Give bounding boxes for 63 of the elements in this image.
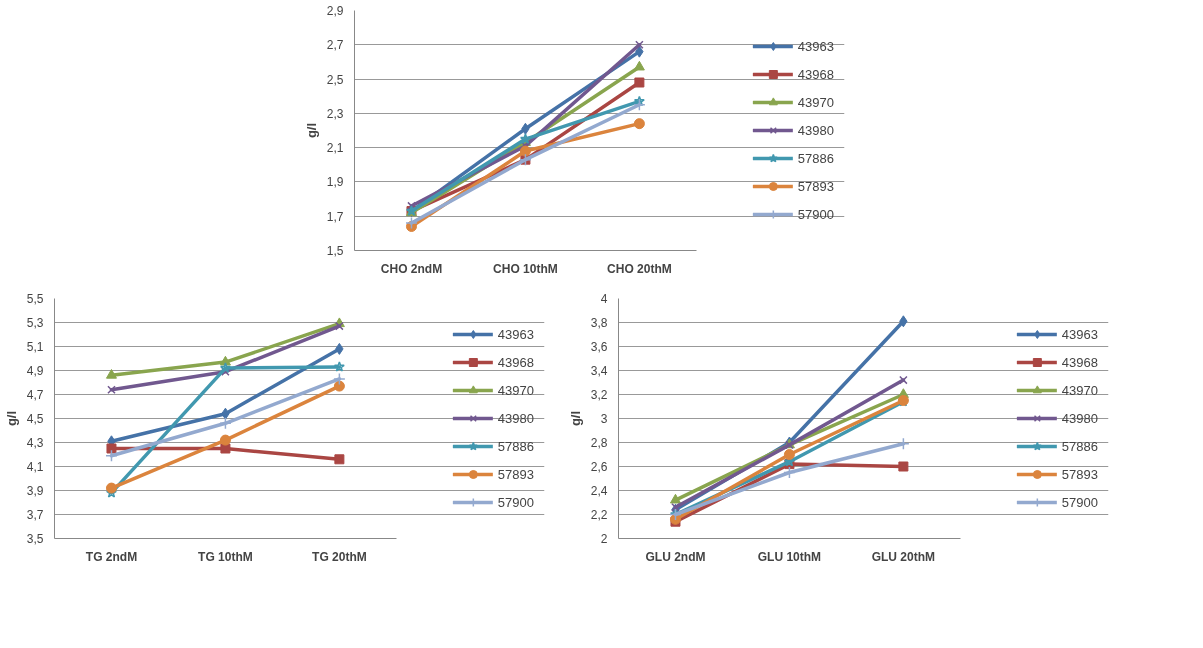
- y-tick-label: 3,2: [590, 388, 608, 402]
- y-tick-label: 3,7: [26, 508, 44, 522]
- x-tick-label: TG 20thM: [312, 549, 367, 564]
- y-tick-label: 1,7: [326, 209, 344, 224]
- y-tick-label: 4,3: [26, 436, 44, 450]
- y-tick-label: 4,1: [26, 460, 44, 474]
- legend-label: 57900: [1061, 494, 1098, 510]
- y-tick-label: 2: [600, 532, 608, 546]
- y-tick-label: 2,8: [590, 436, 608, 450]
- legend-label: 43980: [497, 410, 534, 426]
- y-tick-label: 2,6: [590, 460, 608, 474]
- y-tick-label: 3: [600, 412, 608, 426]
- y-tick-label: 5,5: [26, 292, 44, 306]
- legend-label: 43970: [797, 94, 834, 110]
- y-tick-label: 2,5: [326, 72, 344, 87]
- y-tick-label: 2,1: [326, 141, 344, 156]
- legend-label: 43980: [797, 122, 834, 138]
- y-tick-label: 1,5: [326, 244, 344, 258]
- legend-label: 43980: [1061, 410, 1098, 426]
- y-tick-label: 2,4: [590, 484, 608, 498]
- legend-label: 43963: [497, 326, 534, 342]
- x-tick-label: GLU 20thM: [871, 549, 936, 564]
- legend-label: 57893: [1061, 466, 1098, 482]
- x-tick-label: TG 2ndM: [85, 549, 138, 564]
- legend-label: 57886: [497, 438, 534, 454]
- y-tick-label: 4,9: [26, 364, 44, 378]
- legend-label: 57886: [1061, 438, 1098, 454]
- legend-label: 57900: [797, 206, 834, 222]
- x-tick-label: CHO 10thM: [493, 261, 558, 276]
- legend-label: 57893: [497, 466, 534, 482]
- legend-label: 43963: [1061, 326, 1098, 342]
- y-tick-label: 3,4: [590, 364, 608, 378]
- legend-label: 43970: [1061, 382, 1098, 398]
- y-tick-label: 2,7: [326, 38, 344, 53]
- y-tick-label: 3,8: [590, 316, 608, 330]
- y-tick-label: 3,6: [590, 340, 608, 354]
- y-tick-label: 4: [600, 292, 608, 306]
- y-axis-title: g/l: [3, 410, 19, 427]
- x-tick-label: CHO 2ndM: [380, 261, 443, 276]
- y-tick-label: 1,9: [326, 175, 344, 190]
- legend-label: 57893: [797, 178, 834, 194]
- legend-label: 43970: [497, 382, 534, 398]
- y-tick-label: 3,5: [26, 532, 44, 546]
- x-tick-label: GLU 2ndM: [645, 549, 706, 564]
- y-tick-label: 5,3: [26, 316, 44, 330]
- y-tick-label: 2,3: [326, 106, 344, 121]
- y-tick-label: 4,5: [26, 412, 44, 426]
- legend-label: 57886: [797, 150, 834, 166]
- y-tick-label: 2,9: [326, 4, 344, 18]
- x-tick-label: GLU 10thM: [757, 549, 822, 564]
- legend-label: 43963: [797, 38, 834, 54]
- y-tick-label: 5,1: [26, 340, 44, 354]
- y-tick-label: 4,7: [26, 388, 44, 402]
- legend-label: 43968: [797, 66, 834, 82]
- y-tick-label: 3,9: [26, 484, 44, 498]
- y-tick-label: 2,2: [590, 508, 608, 522]
- legend-label: 57900: [497, 494, 534, 510]
- legend-label: 43968: [497, 354, 534, 370]
- legend-label: 43968: [1061, 354, 1098, 370]
- y-axis-title: g/l: [303, 122, 319, 139]
- y-axis-title: g/l: [567, 410, 583, 427]
- x-tick-label: CHO 20thM: [607, 261, 672, 276]
- x-tick-label: TG 10thM: [198, 549, 253, 564]
